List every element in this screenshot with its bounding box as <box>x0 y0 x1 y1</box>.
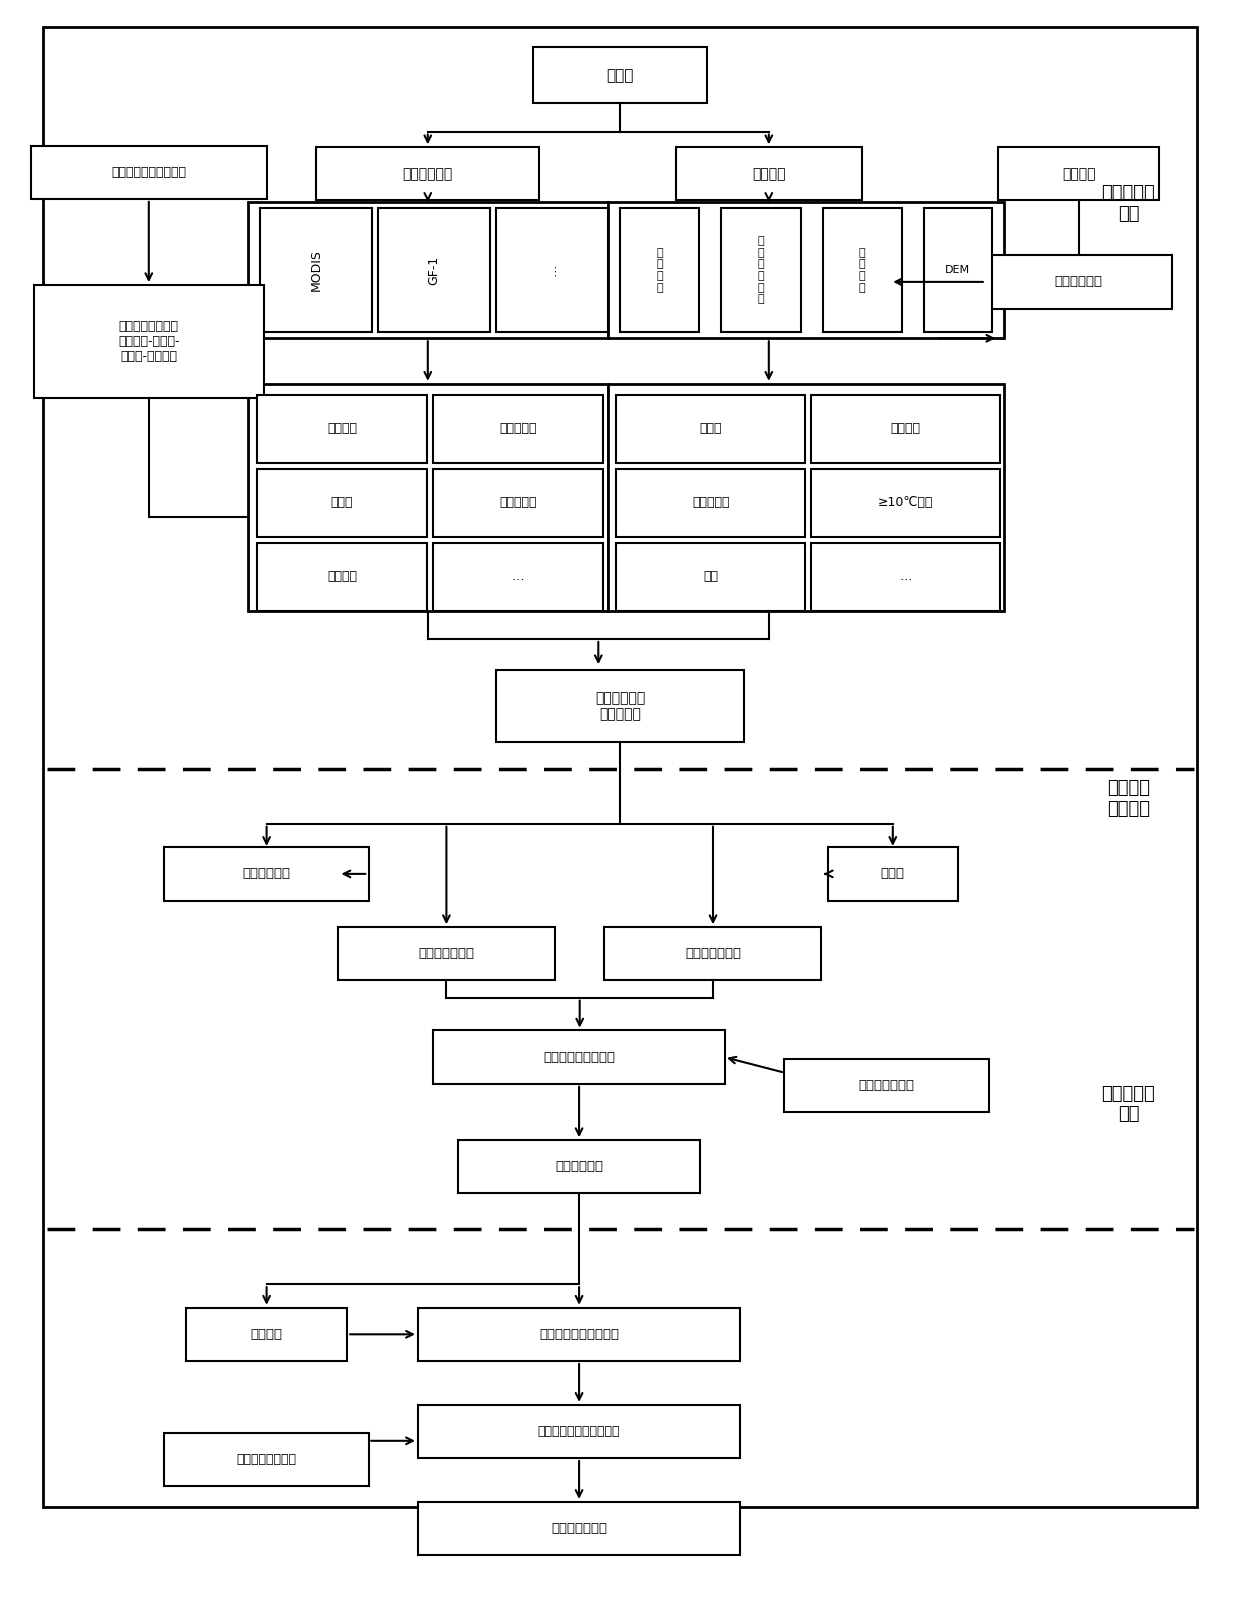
Text: DEM: DEM <box>945 266 971 275</box>
Bar <box>676 147 862 201</box>
Bar <box>418 1502 740 1555</box>
Bar <box>418 1405 740 1458</box>
Text: 坡度: 坡度 <box>703 570 718 583</box>
Bar <box>616 395 805 463</box>
Bar <box>33 285 263 399</box>
Text: 年降雨量: 年降雨量 <box>890 423 920 436</box>
Bar <box>378 209 490 332</box>
Bar <box>434 1030 724 1084</box>
Bar <box>257 468 427 536</box>
Text: …: … <box>899 570 911 583</box>
Bar <box>260 209 372 332</box>
Text: 遥感影像数据: 遥感影像数据 <box>403 167 453 181</box>
Bar <box>433 395 603 463</box>
Bar <box>248 202 608 339</box>
Text: MODIS: MODIS <box>310 249 322 292</box>
Text: 评价指标集
构建: 评价指标集 构建 <box>1101 185 1156 224</box>
Bar <box>433 468 603 536</box>
Text: 生态健康诊断
评价指标集: 生态健康诊断 评价指标集 <box>595 692 645 721</box>
Bar <box>248 384 608 611</box>
Text: 干燥度: 干燥度 <box>699 423 722 436</box>
Text: 气
象
数
据: 气 象 数 据 <box>656 248 663 293</box>
Bar <box>608 384 1004 611</box>
Text: 计算要素层权重: 计算要素层权重 <box>418 948 475 961</box>
Bar <box>418 1599 740 1620</box>
Text: 土地垦殖率: 土地垦殖率 <box>692 496 729 509</box>
Text: 指标权重
客观确定: 指标权重 客观确定 <box>1107 779 1149 818</box>
Text: 计算指标层组合权重: 计算指标层组合权重 <box>543 1051 615 1064</box>
Text: 叶面积指数: 叶面积指数 <box>500 496 537 509</box>
Text: 数据源: 数据源 <box>606 68 634 83</box>
Text: 指标最终权重: 指标最终权重 <box>556 1160 603 1173</box>
Text: 二次权重分配法: 二次权重分配法 <box>858 1079 915 1092</box>
Text: 地表温度: 地表温度 <box>327 570 357 583</box>
Text: 指标权重再分配: 指标权重再分配 <box>551 1523 608 1536</box>
Text: 植被覆盖度: 植被覆盖度 <box>500 423 537 436</box>
Bar <box>604 927 821 980</box>
Text: …: … <box>512 570 525 583</box>
Bar <box>608 202 1004 339</box>
Bar <box>496 209 608 332</box>
Bar <box>31 146 267 199</box>
Text: 计算指标层权重: 计算指标层权重 <box>684 948 742 961</box>
Bar <box>257 395 427 463</box>
Text: 遗传算法迭代求解: 遗传算法迭代求解 <box>237 1453 296 1466</box>
Bar <box>986 256 1172 308</box>
Bar <box>811 468 999 536</box>
Bar <box>186 1307 347 1361</box>
Bar <box>822 209 901 332</box>
Bar <box>316 147 539 201</box>
Text: 生态健康诊断指标收集: 生态健康诊断指标收集 <box>112 165 186 178</box>
Bar <box>620 209 699 332</box>
Text: 生物量: 生物量 <box>331 496 353 509</box>
Bar <box>459 1140 699 1194</box>
Text: …: … <box>546 264 558 277</box>
Text: 统
计
数
据: 统 计 数 据 <box>859 248 866 293</box>
Text: 指标自动化选取模型构建: 指标自动化选取模型构建 <box>538 1426 620 1439</box>
Text: GF-1: GF-1 <box>428 256 440 285</box>
Bar <box>496 671 744 742</box>
Bar <box>533 47 707 104</box>
Bar <box>722 209 801 332</box>
Text: 网络指标的矩阵化表达: 网络指标的矩阵化表达 <box>539 1328 619 1341</box>
Bar <box>433 543 603 611</box>
Bar <box>164 847 370 901</box>
Text: 确定评价单元: 确定评价单元 <box>1055 275 1102 288</box>
Bar <box>164 1434 370 1486</box>
Text: 线性代数: 线性代数 <box>250 1328 283 1341</box>
Bar <box>784 1059 990 1111</box>
Text: 构建网状指标体系
（目标层-准则层-
要素层-指标层）: 构建网状指标体系 （目标层-准则层- 要素层-指标层） <box>118 319 180 363</box>
Bar <box>418 1307 740 1361</box>
Bar <box>811 395 999 463</box>
Text: ≥10℃积温: ≥10℃积温 <box>878 496 934 509</box>
Text: 其他数据: 其他数据 <box>751 167 786 181</box>
Bar <box>998 147 1159 201</box>
Text: 土
地
利
用
数
据: 土 地 利 用 数 据 <box>758 237 764 305</box>
Text: 水文分析: 水文分析 <box>1061 167 1096 181</box>
Text: 指标自动化
筛选: 指标自动化 筛选 <box>1101 1085 1156 1124</box>
Text: 主成分分析法: 主成分分析法 <box>243 867 290 880</box>
Bar <box>257 543 427 611</box>
Bar <box>616 468 805 536</box>
Bar <box>828 847 957 901</box>
Bar <box>337 927 556 980</box>
Bar <box>811 543 999 611</box>
Text: 植被指数: 植被指数 <box>327 423 357 436</box>
Bar <box>616 543 805 611</box>
Bar <box>924 209 992 332</box>
Text: 熵权法: 熵权法 <box>880 867 905 880</box>
